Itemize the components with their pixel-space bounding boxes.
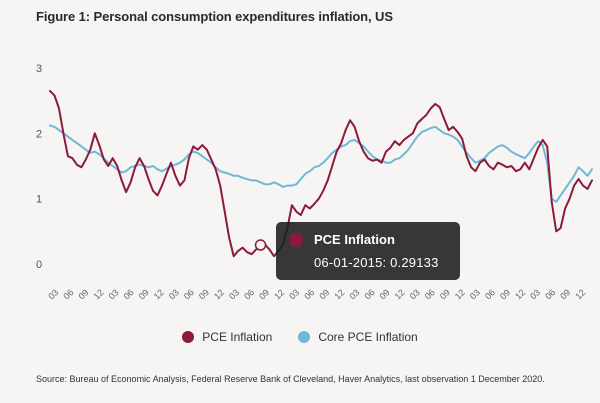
x-tick-label: 03 <box>347 287 361 301</box>
x-tick-label: 06 <box>182 287 196 301</box>
x-tick-label: 12 <box>573 287 587 301</box>
x-tick-label: 09 <box>257 287 271 301</box>
x-tick-label: 06 <box>61 287 75 301</box>
tooltip-series-marker <box>289 233 303 247</box>
x-tick-label: 06 <box>242 287 256 301</box>
series-line-pce[interactable] <box>49 89 593 258</box>
y-tick-label: 3 <box>36 63 42 75</box>
x-tick-label: 06 <box>423 287 437 301</box>
x-tick-label: 03 <box>227 287 241 301</box>
x-tick-label: 03 <box>287 287 301 301</box>
x-axis: 03 06 09 12 03 06 09 12 03 06 09 12 03 06 09 12 03 06 09 12… <box>46 287 587 301</box>
x-tick-label: 09 <box>378 287 392 301</box>
data-tooltip: PCE Inflation 06-01-2015: 0.29133 <box>276 222 460 280</box>
y-axis: 0 1 2 3 <box>36 63 42 271</box>
tooltip-value: 06-01-2015: 0.29133 <box>314 255 439 270</box>
tooltip-series-name: PCE Inflation <box>314 232 395 247</box>
x-tick-label: 09 <box>558 287 572 301</box>
legend-label-pce: PCE Inflation <box>202 330 273 344</box>
x-tick-label: 06 <box>122 287 136 301</box>
x-tick-label: 03 <box>167 287 181 301</box>
x-tick-label: 06 <box>543 287 557 301</box>
x-tick-label: 03 <box>46 287 60 301</box>
x-tick-label: 03 <box>468 287 482 301</box>
y-tick-label: 1 <box>36 194 42 206</box>
legend-swatch-core-pce <box>298 331 311 343</box>
x-tick-label: 03 <box>408 287 422 301</box>
x-tick-label: 12 <box>152 287 166 301</box>
source-note: Source: Bureau of Economic Analysis, Fed… <box>36 374 545 384</box>
x-tick-label: 03 <box>528 287 542 301</box>
chart-title: Figure 1: Personal consumption expenditu… <box>36 9 393 24</box>
x-tick-label: 12 <box>393 287 407 301</box>
x-tick-label: 09 <box>317 287 331 301</box>
y-tick-label: 0 <box>36 259 42 271</box>
x-tick-label: 12 <box>453 287 467 301</box>
x-tick-label: 09 <box>438 287 452 301</box>
x-tick-label: 12 <box>513 287 527 301</box>
legend-label-core-pce: Core PCE Inflation <box>318 330 418 344</box>
hover-point-marker[interactable] <box>254 239 267 251</box>
x-tick-label: 03 <box>107 287 121 301</box>
x-tick-label: 12 <box>272 287 286 301</box>
x-tick-label: 09 <box>137 287 151 301</box>
x-tick-label: 12 <box>92 287 106 301</box>
y-tick-label: 2 <box>36 128 42 140</box>
x-tick-label: 06 <box>302 287 316 301</box>
x-tick-label: 12 <box>212 287 226 301</box>
legend: PCE Inflation Core PCE Inflation <box>0 330 600 344</box>
series-layer <box>49 89 593 258</box>
x-tick-label: 06 <box>483 287 497 301</box>
legend-item-pce[interactable]: PCE Inflation <box>182 330 272 344</box>
legend-item-core-pce[interactable]: Core PCE Inflation <box>298 330 418 344</box>
x-tick-label: 12 <box>332 287 346 301</box>
legend-swatch-pce <box>182 331 195 343</box>
series-line-core-pce[interactable] <box>49 124 593 203</box>
x-tick-label: 09 <box>76 287 90 301</box>
x-tick-label: 09 <box>197 287 211 301</box>
x-tick-label: 06 <box>363 287 377 301</box>
x-tick-label: 09 <box>498 287 512 301</box>
